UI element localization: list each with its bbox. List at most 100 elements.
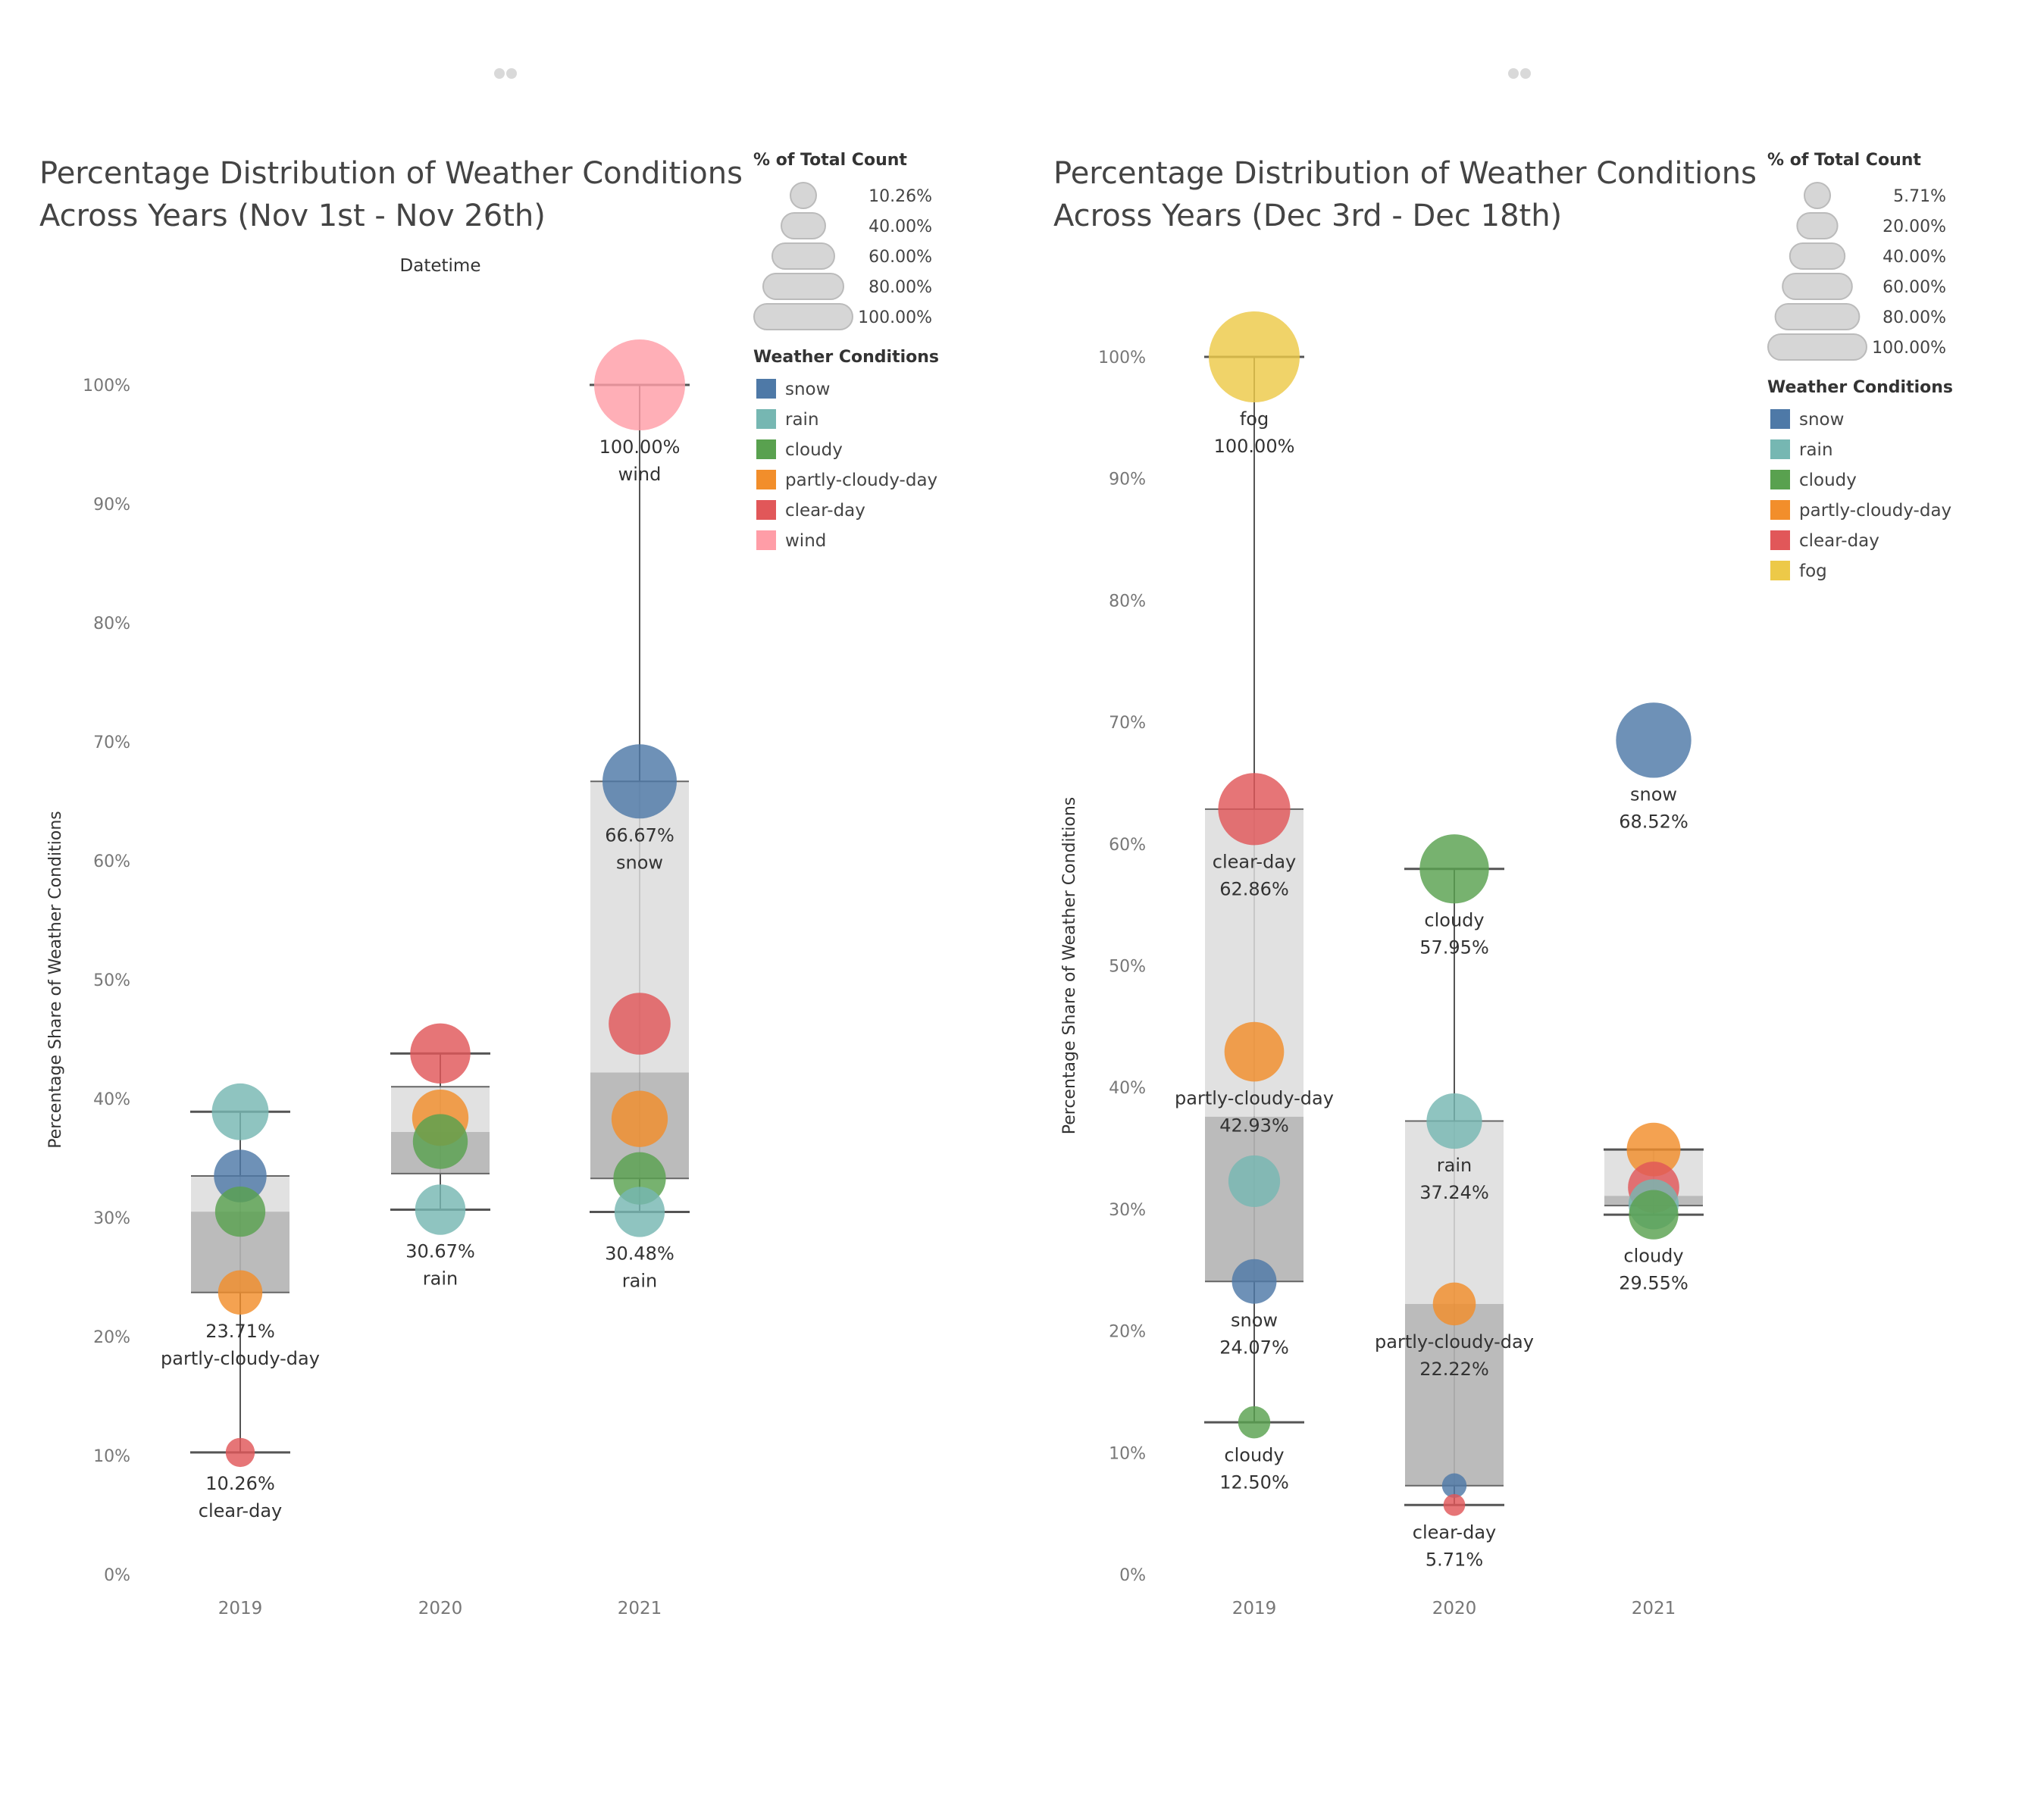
chart-title-line: Across Years (Nov 1st - Nov 26th) [39, 199, 546, 233]
size-legend-title: % of Total Count [1767, 151, 1921, 170]
data-label: 66.67% [605, 824, 674, 846]
color-legend-label: wind [785, 531, 826, 551]
bubble-rain [415, 1184, 466, 1235]
y-tick-label: 50% [1109, 958, 1146, 977]
data-label: partly-cloudy-day [1375, 1331, 1534, 1352]
chart-title-line: Percentage Distribution of Weather Condi… [1053, 156, 1757, 191]
bubble-snow [1441, 1473, 1467, 1498]
size-legend-label: 60.00% [1882, 278, 1946, 297]
size-legend-swatch [753, 303, 853, 330]
size-legend-label: 100.00% [1872, 339, 1946, 358]
color-legend-title: Weather Conditions [753, 348, 939, 367]
data-label: snow [616, 852, 663, 873]
size-legend-label: 5.71% [1893, 187, 1946, 206]
size-legend-swatch [762, 273, 844, 300]
color-legend-swatch [756, 500, 776, 520]
color-legend-swatch [1770, 470, 1790, 489]
bubble-clear-day [225, 1437, 255, 1468]
y-tick-label: 20% [1109, 1323, 1146, 1342]
bubble-rain [1228, 1155, 1281, 1208]
size-legend-swatch [790, 182, 817, 209]
bubble-wind [594, 339, 685, 430]
data-label: 62.86% [1219, 878, 1289, 899]
color-legend-label: clear-day [1799, 531, 1879, 551]
data-label: cloudy [1623, 1246, 1683, 1267]
data-label: partly-cloudy-day [1175, 1087, 1334, 1109]
color-legend-swatch [1770, 530, 1790, 550]
y-tick-label: 80% [93, 614, 130, 633]
y-tick-label: 70% [93, 733, 130, 752]
data-label: cloudy [1224, 1444, 1284, 1465]
size-legend-swatch [1796, 212, 1839, 239]
bubbles [211, 339, 685, 1468]
data-labels: fog 100.00% clear-day 62.86% partly-cloudy-d… [1175, 408, 1688, 1571]
y-tick-label: 60% [1109, 836, 1146, 855]
data-label: 42.93% [1219, 1115, 1289, 1136]
data-label: 22.22% [1419, 1359, 1489, 1380]
bubble-partly-cloudy-day [1432, 1282, 1476, 1326]
data-label: 57.95% [1419, 937, 1489, 958]
bubble-snow [602, 744, 677, 819]
bubble-partly-cloudy-day [1224, 1021, 1285, 1082]
size-legend-label: 40.00% [868, 217, 932, 236]
bubble-snow [1232, 1259, 1277, 1304]
color-legend-swatch [1770, 439, 1790, 459]
color-legend-title: Weather Conditions [1767, 378, 1953, 397]
data-label: clear-day [1413, 1522, 1496, 1543]
size-legend-swatch [1804, 182, 1831, 209]
chart-title-line: Percentage Distribution of Weather Condi… [39, 156, 743, 191]
x-tick-label: 2021 [1632, 1599, 1676, 1618]
y-tick-label: 90% [93, 496, 130, 514]
color-legend-label: clear-day [785, 501, 865, 521]
chart-title-line: Across Years (Dec 3rd - Dec 18th) [1053, 199, 1562, 233]
bubble-rain [1426, 1093, 1482, 1149]
data-label: 100.00% [1214, 436, 1295, 457]
data-label: cloudy [1424, 909, 1484, 930]
bubble-cloudy [214, 1187, 266, 1237]
color-legend-label: snow [785, 380, 830, 399]
y-tick-label: 50% [93, 971, 130, 990]
data-label: partly-cloudy-day [161, 1348, 320, 1369]
size-legend-swatch [1767, 333, 1867, 361]
color-legend-swatch [756, 439, 776, 459]
data-label: 30.48% [605, 1243, 674, 1265]
size-legend-label: 80.00% [868, 278, 932, 297]
data-label: 12.50% [1219, 1471, 1289, 1493]
x-tick-label: 2019 [1232, 1599, 1277, 1618]
boxplots [190, 383, 690, 1454]
box-upper [1405, 1121, 1504, 1304]
y-tick-label: 30% [1109, 1201, 1146, 1220]
size-legend-label: 80.00% [1882, 308, 1946, 327]
bubble-snow [1616, 702, 1692, 778]
y-tick-label: 60% [93, 852, 130, 871]
data-label: clear-day [199, 1500, 282, 1521]
chart-panel-nov: Percentage Distribution of Weather Condi… [39, 68, 939, 1618]
y-tick-label: 100% [1098, 349, 1146, 367]
color-legend-label: cloudy [785, 440, 843, 460]
color-legend-label: cloudy [1799, 471, 1857, 490]
y-tick-label: 70% [1109, 714, 1146, 733]
bubble-cloudy [1419, 834, 1489, 904]
size-legend-label: 20.00% [1882, 217, 1946, 236]
data-label: 68.52% [1619, 811, 1688, 833]
bubble-partly-cloudy-day [218, 1270, 263, 1315]
color-legend-swatch [756, 409, 776, 429]
data-label: 30.67% [405, 1241, 475, 1262]
y-tick-label: 20% [93, 1328, 130, 1347]
data-label: 29.55% [1619, 1273, 1688, 1294]
bubbles [1209, 311, 1692, 1516]
bubble-rain [614, 1187, 665, 1237]
y-tick-label: 10% [1109, 1444, 1146, 1463]
y-tick-label: 40% [1109, 1079, 1146, 1098]
data-labels: 23.71% partly-cloudy-day 10.26% clear-day 30… [161, 436, 680, 1521]
data-label: 24.07% [1219, 1337, 1289, 1359]
chart-panel-dec: Percentage Distribution of Weather Condi… [1053, 68, 1953, 1618]
bubble-rain [211, 1083, 269, 1140]
drag-handle-dot [506, 68, 517, 79]
data-label: rain [622, 1271, 657, 1292]
size-legend-label: 60.00% [868, 248, 932, 267]
size-legend-swatch [1789, 242, 1846, 270]
color-legend-swatch [756, 470, 776, 489]
data-label: fog [1240, 408, 1269, 430]
